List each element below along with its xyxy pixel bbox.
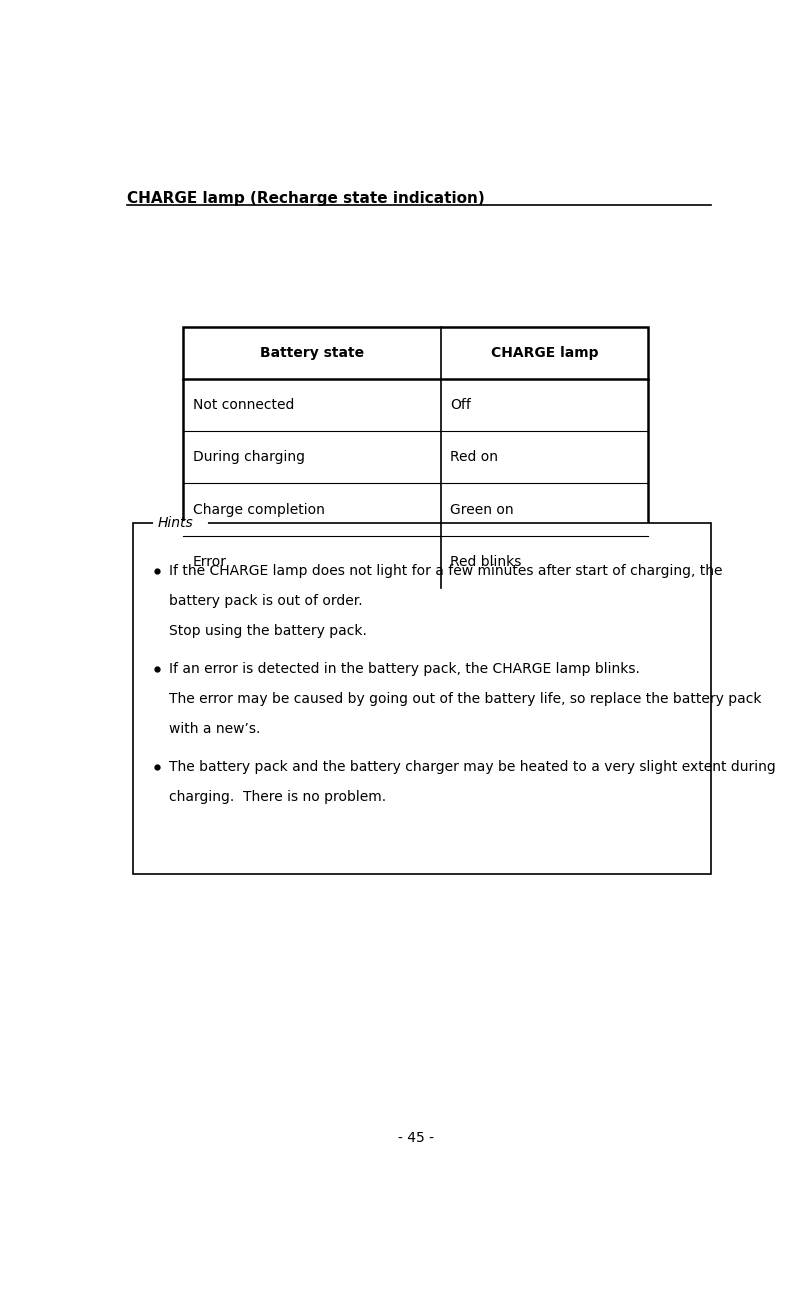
FancyBboxPatch shape [133, 523, 711, 874]
Text: Error: Error [192, 555, 226, 568]
Text: Stop using the battery pack.: Stop using the battery pack. [169, 624, 367, 638]
FancyBboxPatch shape [183, 327, 648, 588]
Text: If an error is detected in the battery pack, the CHARGE lamp blinks.: If an error is detected in the battery p… [169, 662, 640, 676]
Text: with a new’s.: with a new’s. [169, 722, 260, 736]
Text: Red blinks: Red blinks [450, 555, 521, 568]
Text: Battery state: Battery state [260, 347, 364, 360]
Text: Red on: Red on [450, 451, 498, 464]
Text: Green on: Green on [450, 503, 514, 516]
Text: Off: Off [450, 399, 471, 412]
Text: - 45 -: - 45 - [397, 1131, 434, 1144]
Text: Not connected: Not connected [192, 399, 294, 412]
Text: CHARGE lamp: CHARGE lamp [491, 347, 599, 360]
Text: During charging: During charging [192, 451, 304, 464]
Text: charging.  There is no problem.: charging. There is no problem. [169, 791, 386, 804]
Text: The battery pack and the battery charger may be heated to a very slight extent d: The battery pack and the battery charger… [169, 761, 776, 774]
Text: If the CHARGE lamp does not light for a few minutes after start of charging, the: If the CHARGE lamp does not light for a … [169, 564, 723, 577]
Text: The error may be caused by going out of the battery life, so replace the battery: The error may be caused by going out of … [169, 692, 762, 706]
Text: Charge completion: Charge completion [192, 503, 324, 516]
Text: Hints: Hints [158, 516, 194, 529]
Text: CHARGE lamp (Recharge state indication): CHARGE lamp (Recharge state indication) [127, 192, 484, 206]
Text: battery pack is out of order.: battery pack is out of order. [169, 594, 363, 607]
